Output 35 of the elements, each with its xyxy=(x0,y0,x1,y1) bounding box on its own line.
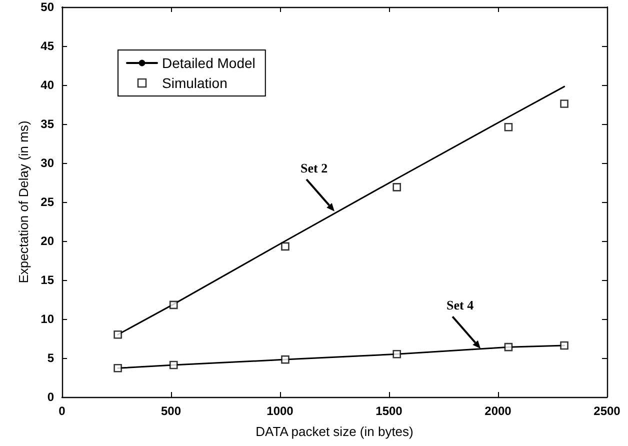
annotation: Set 2 xyxy=(300,160,328,176)
point xyxy=(169,360,178,370)
y-tick-label: 0 xyxy=(47,390,54,404)
y-tick-label: 5 xyxy=(47,351,54,365)
legend-label: Simulation xyxy=(162,75,228,91)
point xyxy=(392,183,401,192)
y-tick-label: 25 xyxy=(40,195,54,209)
point xyxy=(560,100,568,108)
point xyxy=(504,342,513,352)
point xyxy=(281,242,290,251)
x-tick-label: 2000 xyxy=(484,404,512,418)
point xyxy=(114,330,122,339)
y-tick-label: 45 xyxy=(40,39,54,53)
y-tick-label: 30 xyxy=(40,156,54,170)
y-tick-label: 15 xyxy=(40,273,54,287)
y-tick-label: 20 xyxy=(40,234,54,248)
point xyxy=(281,355,290,364)
legend-label: Detailed Model xyxy=(162,55,256,71)
x-tick-label: 1500 xyxy=(376,404,403,418)
point xyxy=(169,300,178,310)
y-tick-label: 50 xyxy=(40,0,54,14)
annotation: Set 4 xyxy=(446,298,474,313)
x-tick-label: 2500 xyxy=(594,404,621,418)
y-tick-label: 10 xyxy=(40,312,54,326)
point xyxy=(560,341,568,350)
point xyxy=(114,364,122,372)
y-axis-title: Expectation of Delay (in ms) xyxy=(16,120,31,284)
y-tick-label: 40 xyxy=(40,78,54,92)
x-tick-label: 500 xyxy=(160,404,182,418)
x-tick-label: 0 xyxy=(58,404,66,418)
point xyxy=(392,350,401,358)
x-tick-label: 1000 xyxy=(266,404,294,418)
x-axis-title: DATA packet size (in bytes) xyxy=(256,424,414,439)
point xyxy=(504,122,513,132)
y-tick-label: 35 xyxy=(40,117,54,131)
